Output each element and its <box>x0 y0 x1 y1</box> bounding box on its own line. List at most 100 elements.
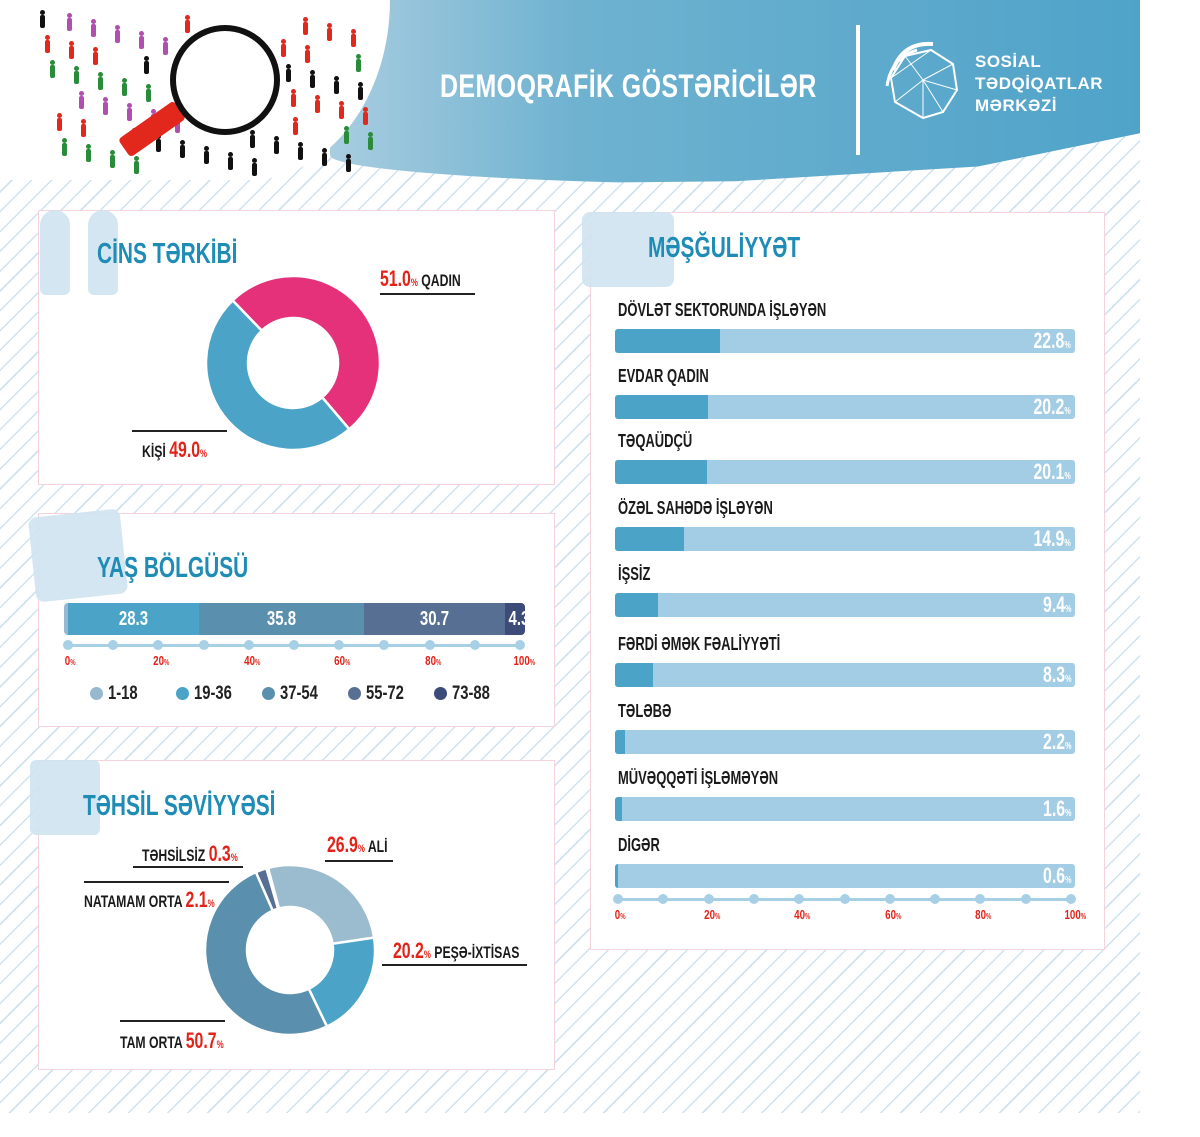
crowd-person-icon <box>127 103 132 121</box>
crowd-person-icon <box>103 97 108 115</box>
age-tick-unit: % <box>529 658 536 667</box>
age-tick-value: 100 <box>513 653 530 668</box>
gender-title: CİNS TƏRKİBİ <box>97 238 238 270</box>
education-slice-4 <box>264 866 281 911</box>
employment-bar: 2.2% <box>615 730 1075 754</box>
qadin-label: 51.0% QADIN <box>380 266 461 291</box>
header-divider <box>856 25 860 155</box>
age-segment-19-36: 28.3 <box>68 603 199 635</box>
logo-text-line-2: TƏDQİQATLAR <box>975 74 1104 93</box>
education-slice-0 <box>266 863 376 946</box>
employment-tick-unit: % <box>620 912 626 921</box>
crowd-person-icon <box>286 64 291 82</box>
legend-swatch-icon <box>90 687 103 700</box>
employment-category-label: MÜVƏQQƏTİ İŞLƏMƏYƏN <box>618 768 779 788</box>
employment-bar: 20.1% <box>615 460 1075 484</box>
age-axis-dot <box>515 640 525 650</box>
age-tick-unit: % <box>164 658 170 667</box>
crowd-person-icon <box>351 29 356 47</box>
age-axis-dot <box>108 640 119 650</box>
crowd-person-icon <box>93 47 98 65</box>
legend-label: 55-72 <box>366 683 404 704</box>
employment-category-label: DİGƏR <box>618 835 660 855</box>
age-tick-unit: % <box>70 658 76 667</box>
employment-bar: 22.8% <box>615 329 1075 353</box>
age-tick-value: 20 <box>153 653 165 668</box>
graduation-cap-icon <box>30 760 100 835</box>
age-tick-label: 80% <box>425 653 441 668</box>
age-segment-55-72: 30.7 <box>363 603 506 635</box>
age-segment-value: 28.3 <box>118 608 148 630</box>
employment-bar-value: 20.1% <box>1034 460 1071 484</box>
crowd-person-icon <box>363 107 368 125</box>
employment-bar-value: 1.6% <box>1043 797 1071 821</box>
crowd-person-icon <box>180 140 185 158</box>
employment-tick-unit: % <box>805 912 811 921</box>
age-axis-dot <box>379 640 390 650</box>
tam-orta-leader-line <box>120 1020 225 1022</box>
crowd-person-icon <box>79 91 84 109</box>
legend-item-55-72: 55-72 <box>348 683 415 705</box>
employment-axis-dot <box>884 894 895 904</box>
employment-axis-dot <box>613 894 623 904</box>
employment-value-text: 2.2 <box>1042 730 1065 754</box>
age-segment-37-54: 35.8 <box>198 603 364 635</box>
age-tick-label: 0% <box>65 653 76 668</box>
employment-axis-dot <box>1020 894 1031 904</box>
employment-title: MƏŞĞULİYYƏT <box>648 232 801 264</box>
crowd-person-icon <box>274 136 279 154</box>
crowd-person-icon <box>250 130 255 148</box>
age-segment-73-88: 4.3 <box>505 603 525 635</box>
crowd-person-icon <box>204 146 209 164</box>
age-tick-value: 80 <box>424 653 436 668</box>
ali-leader-line <box>325 860 393 862</box>
employment-axis-dot <box>658 894 669 904</box>
crowd-person-icon <box>81 119 86 137</box>
gender-slice-1 <box>204 298 352 452</box>
employment-tick-label: 20% <box>704 907 720 922</box>
crowd-person-icon <box>315 95 320 113</box>
crowd-person-icon <box>50 60 55 78</box>
age-title: YAŞ BÖLGÜSÜ <box>97 552 249 584</box>
legend-item-19-36: 19-36 <box>176 683 243 705</box>
gender-donut-chart <box>204 274 382 452</box>
age-axis-dot <box>289 640 299 650</box>
age-segment-value: 4.3 <box>508 608 525 630</box>
crowd-person-icon <box>368 132 373 150</box>
age-tick-value: 40 <box>243 653 255 668</box>
tehsilsiz-label: TƏHSİLSİZ 0.3% <box>142 841 238 866</box>
employment-value-unit: % <box>1064 406 1071 417</box>
age-stacked-bar: 0.928.335.830.74.3 <box>64 603 525 635</box>
employment-bar-value: 2.2% <box>1043 730 1071 754</box>
header-banner <box>330 0 1140 185</box>
age-tick-value: 0 <box>64 653 71 668</box>
legend-item-73-88: 73-88 <box>434 683 501 705</box>
age-axis-dot <box>424 640 435 650</box>
crowd-person-icon <box>334 76 339 94</box>
employment-bar: 14.9% <box>615 527 1075 551</box>
age-segment-value: 30.7 <box>419 608 449 630</box>
employment-bar: 20.2% <box>615 395 1075 419</box>
employment-tick-value: 80 <box>975 907 987 922</box>
crowd-person-icon <box>163 37 168 55</box>
crowd-person-icon <box>115 25 120 43</box>
employment-bar-value: 9.4% <box>1043 593 1071 617</box>
employment-axis-dot <box>1066 894 1076 904</box>
crowd-person-icon <box>122 78 127 96</box>
employment-axis-dot <box>703 894 714 904</box>
employment-bar-fill <box>615 395 708 419</box>
employment-bar-value: 20.2% <box>1034 395 1071 419</box>
employment-value-unit: % <box>1064 471 1071 482</box>
employment-tick-label: 0% <box>615 907 626 922</box>
employment-bar-fill <box>615 663 654 687</box>
crowd-person-icon <box>91 19 96 37</box>
employment-value-text: 20.1 <box>1033 460 1065 484</box>
crowd-person-icon <box>298 142 303 160</box>
crowd-person-icon <box>310 70 315 88</box>
employment-value-text: 22.8 <box>1033 329 1065 353</box>
crowd-person-icon <box>86 144 91 162</box>
ali-label: 26.9% ALİ <box>327 832 388 857</box>
employment-value-unit: % <box>1064 808 1071 819</box>
employment-value-unit: % <box>1064 538 1071 549</box>
age-tick-label: 60% <box>334 653 350 668</box>
